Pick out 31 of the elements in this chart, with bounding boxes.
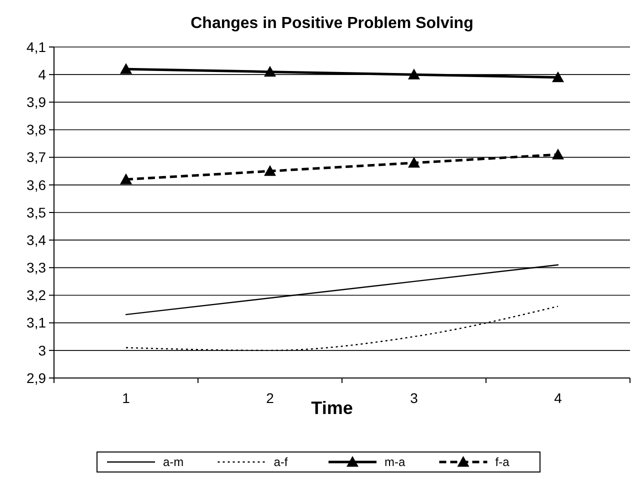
x-axis-title: Time: [311, 398, 353, 418]
y-tick-label: 4,1: [26, 38, 46, 55]
point: [408, 68, 420, 80]
point: [120, 173, 132, 184]
legend-label: m-a: [384, 455, 406, 470]
x-tick-label: 3: [410, 390, 418, 406]
x-tick-label: 2: [266, 390, 274, 406]
y-tick-label: 3,6: [26, 176, 46, 193]
y-tick-label: 3,7: [26, 149, 46, 166]
point: [552, 148, 564, 160]
y-tick-label: 3,1: [26, 314, 46, 331]
point: [264, 66, 276, 77]
y-tick-label: 4: [38, 66, 46, 82]
point: [120, 63, 132, 74]
legend-label: a-m: [163, 455, 184, 470]
legend-label: a-f: [274, 455, 288, 470]
y-tick-label: 3,5: [26, 204, 46, 220]
y-tick-label: 3,9: [26, 94, 46, 110]
y-tick-label: 3,3: [26, 260, 46, 276]
point: [552, 71, 564, 82]
y-tick-label: 2,9: [26, 370, 46, 386]
y-tick-label: 3,2: [26, 287, 46, 304]
x-tick-label: 1: [122, 390, 130, 406]
x-tick-label: 4: [554, 390, 562, 406]
y-tick-label: 3,8: [26, 122, 46, 138]
chart-title: Changes in Positive Problem Solving: [190, 15, 474, 32]
legend-label: f-a: [495, 455, 510, 470]
point: [264, 165, 276, 176]
y-tick-label: 3,4: [26, 232, 46, 248]
point: [408, 156, 420, 168]
y-tick-label: 3: [38, 342, 46, 358]
